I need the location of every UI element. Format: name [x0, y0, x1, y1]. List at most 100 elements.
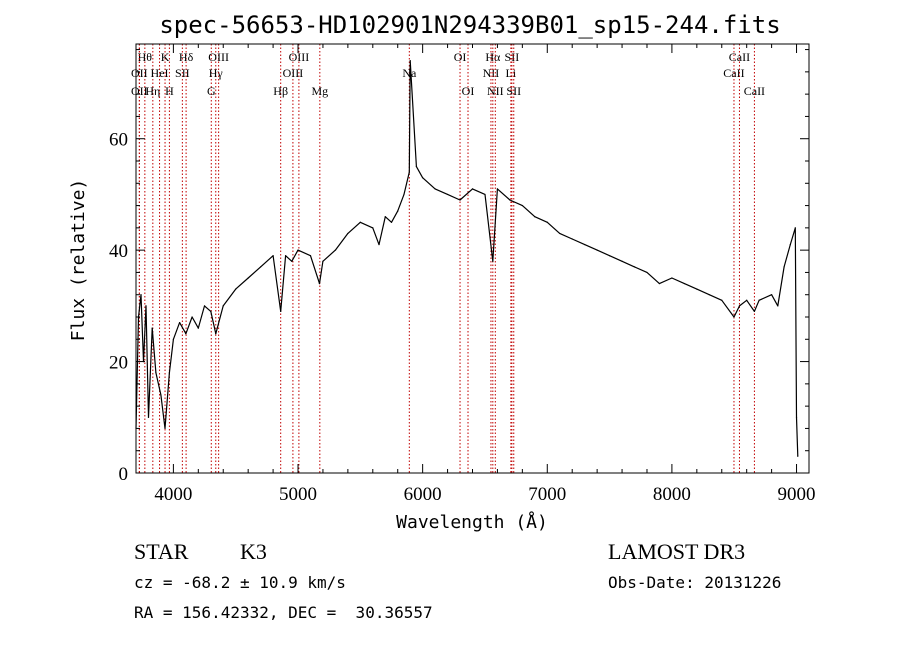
line-marker-label-6: H [165, 84, 174, 98]
data-point-0-64 [671, 277, 673, 279]
data-point-0-54 [546, 221, 548, 223]
data-point-0-59 [608, 255, 611, 257]
data-point-0-17 [210, 310, 212, 313]
data-point-0-62 [646, 271, 648, 274]
x-axis-label: Wavelength (Å) [396, 511, 548, 533]
data-point-0-44 [434, 188, 436, 190]
line-marker-label-27: CaII [744, 84, 765, 98]
data-point-0-11 [172, 338, 174, 340]
data-point-0-14 [191, 316, 193, 318]
line-marker-label-0: Hθ [138, 50, 153, 64]
data-point-0-60 [621, 260, 623, 262]
line-marker-layer: HθOIIOIIHηHeIKHSIIHδGHγOIIIHβOIIIOIIIMgN… [131, 44, 765, 473]
coordinates: RA = 156.42332, DEC = 30.36557 [134, 603, 433, 622]
line-marker-label-13: OIII [283, 66, 304, 80]
data-point-0-52 [521, 204, 523, 207]
data-point-0-78 [794, 227, 796, 229]
data-point-0-9 [164, 427, 166, 430]
line-marker-label-17: OI [454, 50, 467, 64]
line-marker-label-25: CaII [723, 66, 744, 80]
data-point-0-79 [795, 416, 798, 418]
line-marker-label-21: NII [487, 84, 504, 98]
y-tick-label-40: 40 [109, 241, 128, 262]
data-point-0-38 [397, 210, 399, 212]
data-point-0-8 [160, 394, 162, 396]
line-marker-label-11: OIII [208, 50, 229, 64]
line-marker-label-5: K [161, 50, 170, 64]
data-point-0-70 [738, 305, 741, 307]
line-marker-label-23: SII [505, 50, 520, 64]
data-point-0-7 [155, 372, 157, 374]
data-point-0-71 [746, 299, 748, 301]
obs-date: Obs-Date: 20131226 [608, 573, 782, 592]
redshift-text: cz = -68.2 ± 10.9 km/s [134, 573, 346, 592]
data-point-0-55 [559, 232, 561, 235]
data-point-0-53 [534, 216, 536, 218]
data-point-0-73 [758, 299, 760, 301]
data-point-0-32 [347, 232, 349, 235]
data-point-0-31 [334, 249, 337, 251]
data-point-0-33 [359, 221, 361, 223]
data-point-0-65 [683, 282, 685, 285]
data-point-0-34 [372, 227, 374, 229]
data-point-0-51 [509, 199, 511, 201]
line-marker-label-15: Mg [311, 84, 328, 98]
line-marker-label-12: Hβ [273, 84, 288, 98]
y-tick-label-60: 60 [109, 130, 128, 151]
data-point-0-43 [422, 177, 424, 179]
line-marker-label-20: Hα [485, 50, 501, 64]
x-tick-label-8000: 8000 [653, 484, 691, 505]
data-point-0-56 [571, 238, 573, 240]
line-marker-label-14: OIII [289, 50, 310, 64]
data-point-0-27 [297, 249, 299, 251]
data-point-0-49 [492, 260, 494, 262]
line-marker-label-9: G [207, 84, 216, 98]
data-point-0-76 [783, 266, 785, 268]
data-point-0-74 [771, 294, 773, 296]
data-point-0-15 [197, 327, 199, 329]
data-point-0-58 [596, 249, 598, 251]
data-point-0-10 [168, 372, 171, 374]
data-point-0-24 [280, 310, 282, 313]
data-point-0-12 [179, 321, 181, 324]
y-axis-label: Flux (relative) [68, 179, 89, 342]
line-marker-label-8: Hδ [179, 50, 194, 64]
line-marker-label-18: OI [462, 84, 475, 98]
data-point-0-46 [459, 199, 461, 201]
data-point-0-5 [147, 416, 150, 418]
line-marker-label-7: SII [175, 66, 190, 80]
data-point-0-22 [260, 266, 262, 268]
data-point-0-72 [753, 310, 756, 313]
spectrum-layer [135, 60, 799, 457]
data-point-0-30 [322, 260, 324, 262]
data-point-0-28 [309, 255, 312, 257]
data-point-0-26 [291, 260, 293, 262]
line-marker-label-22: Li [506, 66, 517, 80]
x-tick-label-9000: 9000 [778, 484, 816, 505]
chart-title: spec-56653-HD102901N294339B01_sp15-244.f… [159, 11, 780, 39]
data-point-0-41 [409, 60, 411, 62]
data-point-0-66 [696, 288, 698, 290]
data-point-0-23 [272, 255, 274, 257]
data-point-0-39 [403, 193, 405, 196]
data-point-0-29 [318, 282, 321, 285]
data-point-0-63 [658, 282, 661, 285]
line-marker-label-2: OII [131, 84, 148, 98]
line-marker-label-24: SII [506, 84, 521, 98]
data-point-0-21 [247, 277, 249, 279]
data-point-0-2 [140, 294, 142, 296]
data-point-0-57 [584, 243, 586, 246]
x-tick-label-7000: 7000 [528, 484, 566, 505]
line-marker-label-3: Hη [145, 84, 160, 98]
y-tick-label-0: 0 [119, 464, 129, 485]
series-spectrum [135, 60, 799, 457]
data-point-0-77 [789, 243, 791, 246]
data-point-0-61 [633, 266, 636, 268]
data-point-0-20 [235, 288, 237, 290]
data-point-0-50 [496, 188, 499, 190]
data-point-0-19 [222, 305, 224, 307]
data-point-0-48 [484, 193, 486, 196]
data-point-0-42 [415, 165, 418, 168]
data-point-0-47 [471, 188, 474, 190]
